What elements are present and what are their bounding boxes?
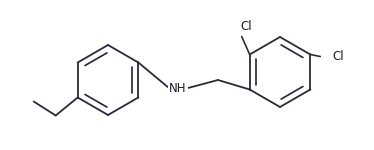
Text: Cl: Cl — [332, 50, 344, 63]
Text: Cl: Cl — [240, 20, 251, 33]
Text: NH: NH — [169, 81, 187, 94]
